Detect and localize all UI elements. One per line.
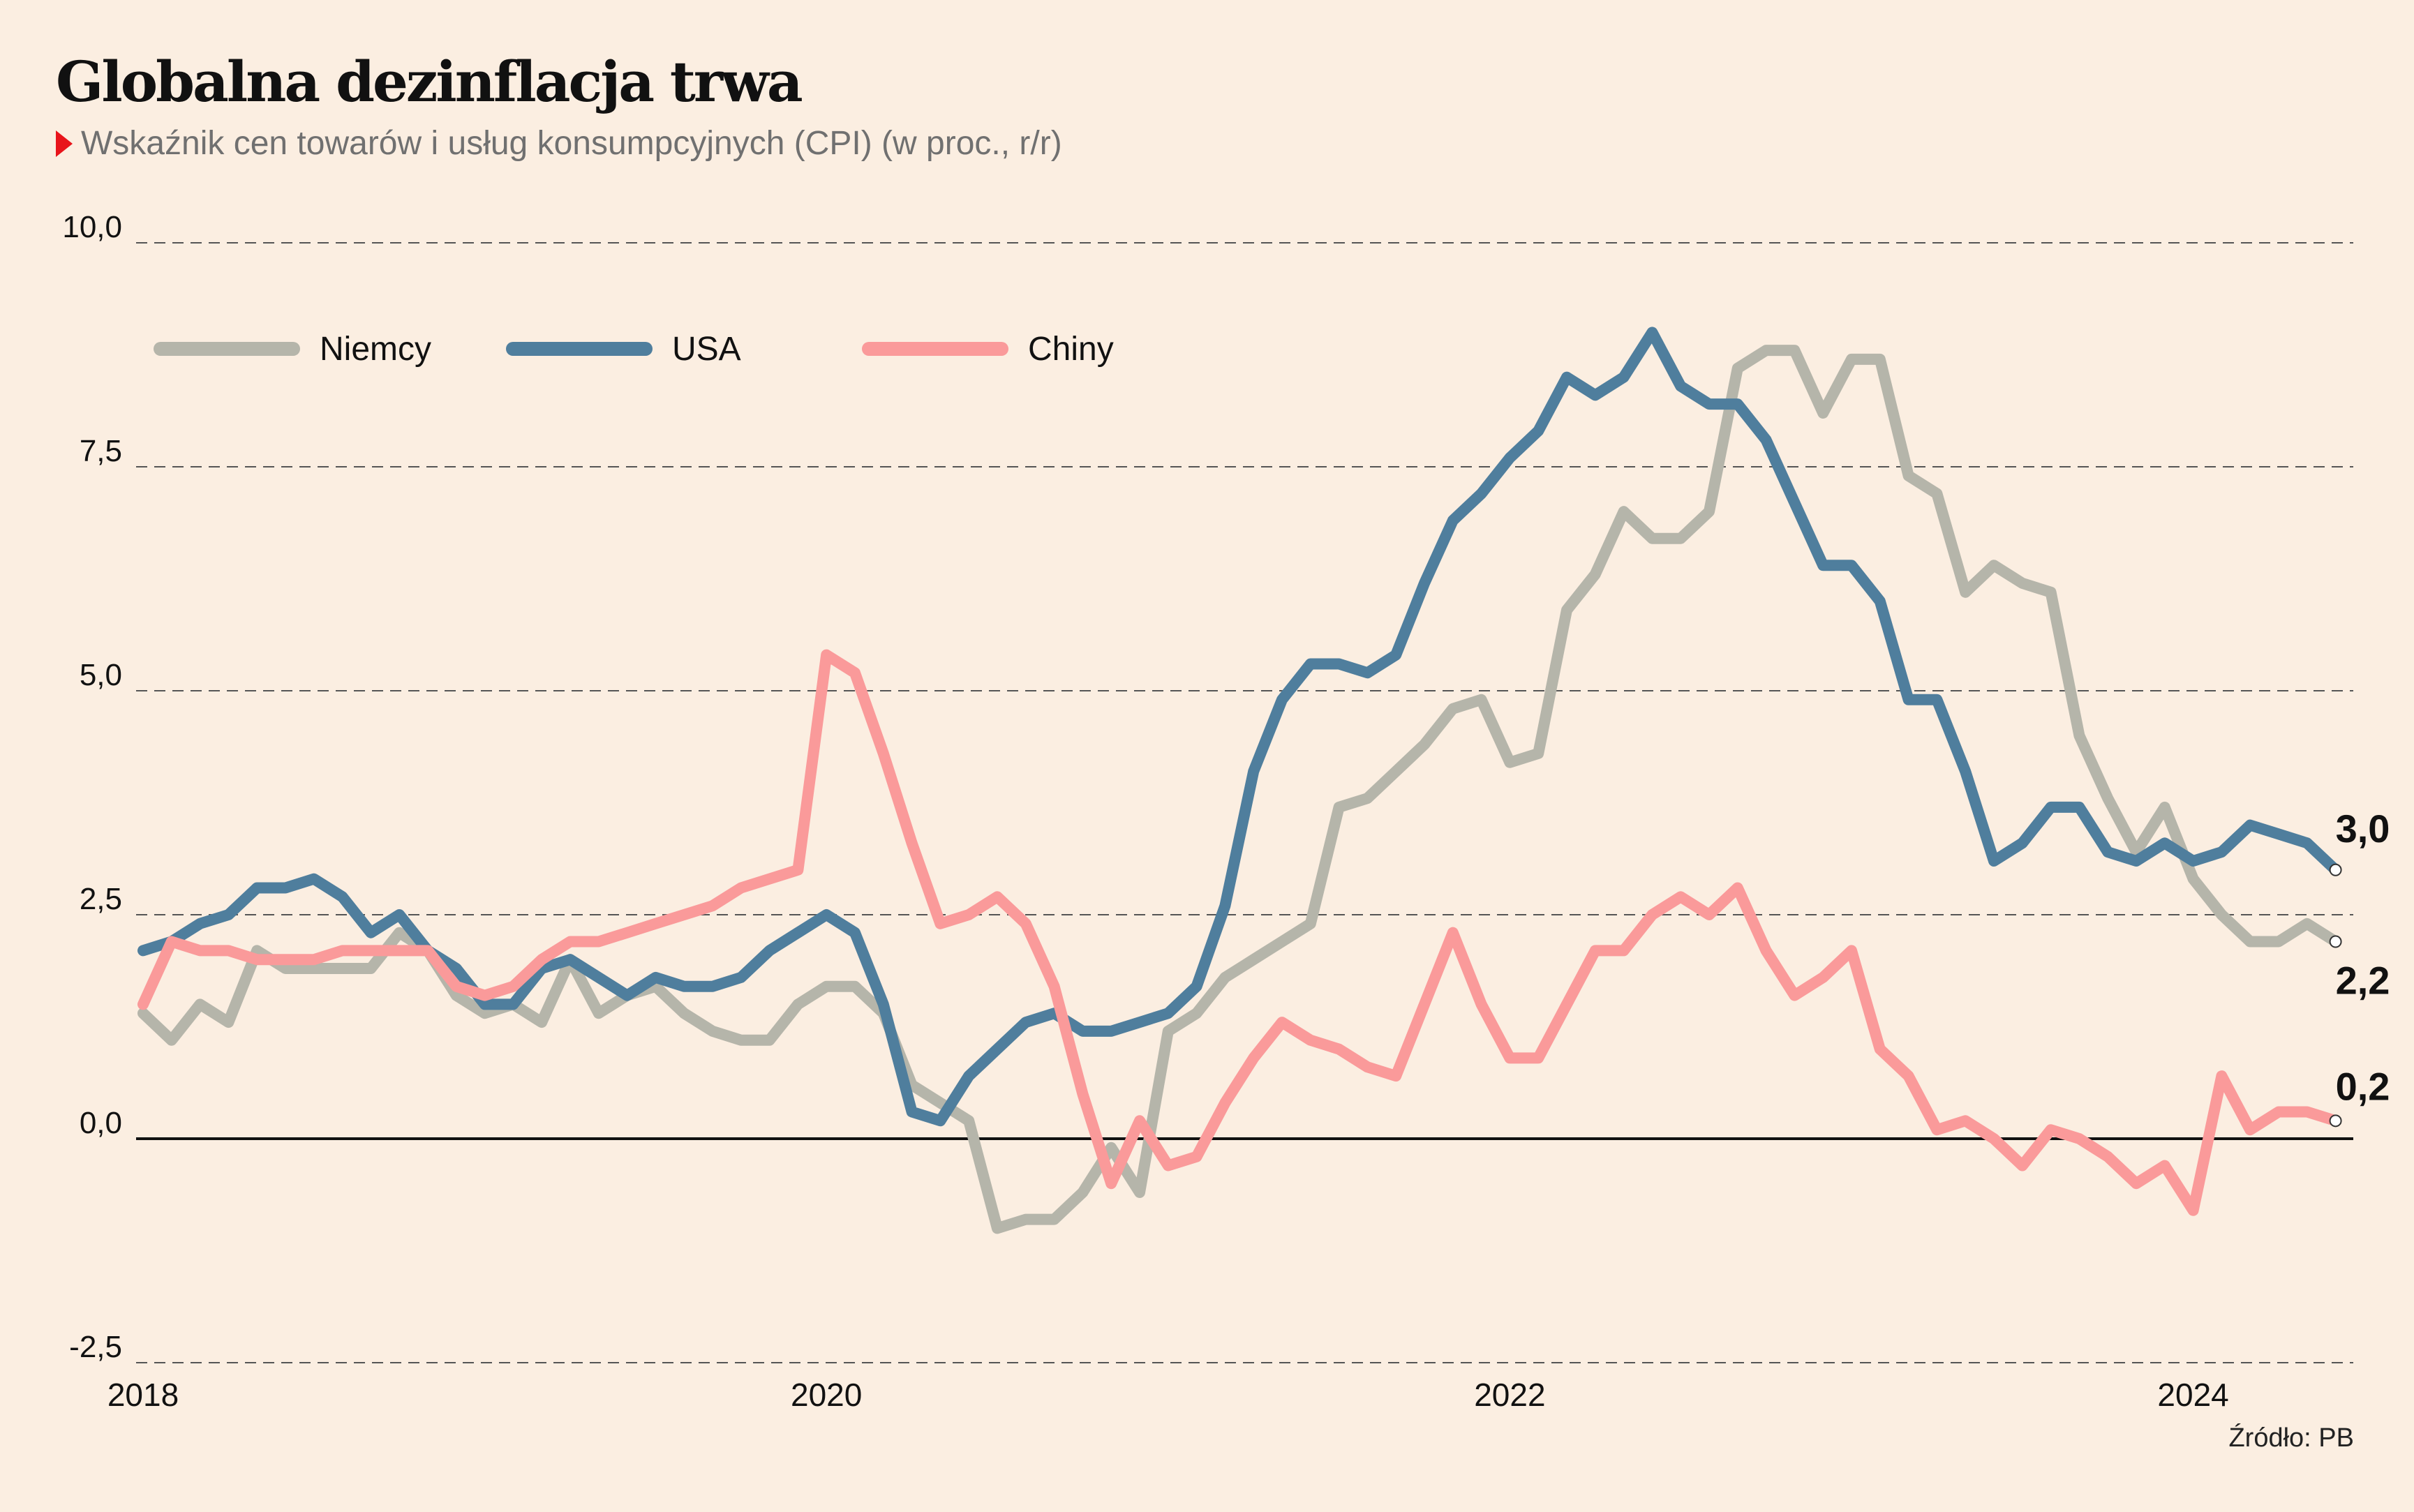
end-value-label: 0,2: [2336, 1064, 2390, 1108]
end-value-label: 2,2: [2336, 959, 2390, 1003]
grid-lines: [136, 242, 2353, 1363]
chart-title: Globalna dezinflacja trwa: [56, 49, 803, 114]
series-lines: [137, 327, 2341, 1234]
x-axis-ticks: 2018 2020 2022 2024: [107, 1377, 2229, 1413]
subtitle-text: Wskaźnik cen towarów i usług konsumpcyjn…: [81, 125, 1062, 162]
source-note: Źródło: PB: [2228, 1423, 2354, 1453]
triangle-marker-icon: [56, 130, 73, 157]
end-labels: 2,2 3,0 0,2: [2329, 807, 2390, 1128]
y-axis-ticks: -2,5 0,0 2,5 5,0 7,5 10,0: [62, 210, 122, 1364]
series-line-niemcy: [137, 345, 2341, 1234]
y-tick-label: -2,5: [69, 1330, 122, 1364]
x-tick-label: 2018: [107, 1377, 179, 1413]
x-tick-label: 2022: [1474, 1377, 1545, 1413]
end-point-marker: [2329, 935, 2342, 948]
series-line-chiny: [137, 649, 2341, 1216]
legend-label: USA: [672, 331, 741, 368]
series-line-usa: [137, 327, 2341, 1127]
y-tick-label: 7,5: [80, 434, 122, 468]
end-point-marker: [2329, 1114, 2342, 1128]
end-value-label: 3,0: [2336, 807, 2390, 851]
y-tick-label: 5,0: [80, 658, 122, 692]
x-tick-label: 2020: [791, 1377, 862, 1413]
y-tick-label: 10,0: [62, 210, 122, 244]
x-tick-label: 2024: [2157, 1377, 2228, 1413]
legend-label: Chiny: [1028, 331, 1114, 368]
legend-label: Niemcy: [320, 331, 431, 368]
chart-subtitle: Wskaźnik cen towarów i usług konsumpcyjn…: [56, 124, 1062, 163]
end-point-marker: [2329, 863, 2342, 876]
y-tick-label: 0,0: [80, 1106, 122, 1140]
legend: Niemcy USA Chiny: [154, 331, 1114, 368]
y-tick-label: 2,5: [80, 882, 122, 916]
